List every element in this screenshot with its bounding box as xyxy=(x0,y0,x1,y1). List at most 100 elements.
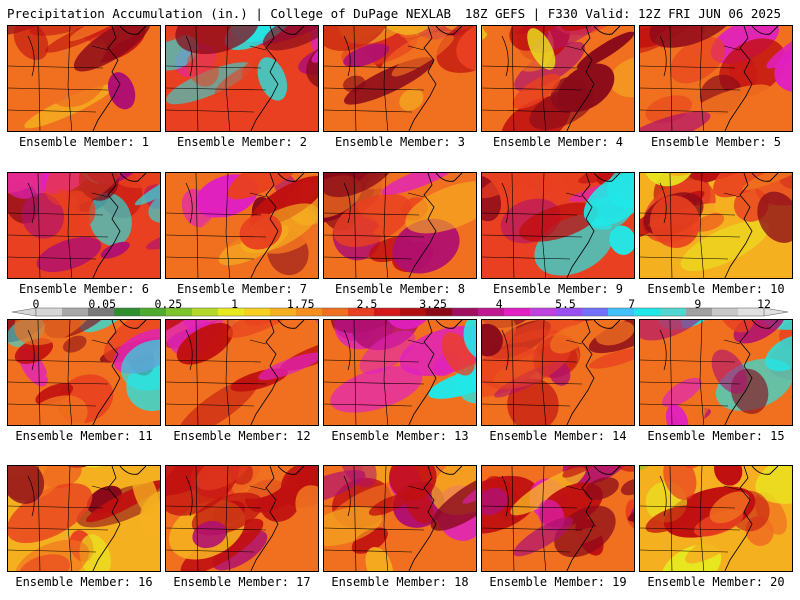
scale-swatch xyxy=(218,308,245,316)
member-map-panel xyxy=(7,465,161,572)
scale-tick-label: 4 xyxy=(495,297,503,311)
precip-map-image xyxy=(8,26,160,131)
scale-tick-label: 5.5 xyxy=(555,297,576,311)
member-label: Ensemble Member: 4 xyxy=(492,135,624,149)
scale-swatch xyxy=(88,308,115,316)
member-map-panel xyxy=(639,319,793,426)
precip-map-image xyxy=(324,466,476,571)
member-map-panel xyxy=(639,172,793,279)
scale-tick-label: 0.05 xyxy=(88,297,117,311)
scale-swatch xyxy=(296,308,323,316)
member-map-panel xyxy=(639,25,793,132)
member-map-panel xyxy=(639,465,793,572)
member-map-panel xyxy=(481,25,635,132)
scale-swatch xyxy=(634,308,661,316)
member-map-panel xyxy=(7,25,161,132)
precip-map-image xyxy=(324,26,476,131)
scale-swatch xyxy=(166,308,193,316)
member-label: Ensemble Member: 6 xyxy=(18,282,150,296)
precip-map-image xyxy=(482,173,634,278)
scale-swatch xyxy=(530,308,557,316)
scale-swatch xyxy=(582,308,609,316)
precip-map-image xyxy=(482,320,634,425)
scale-swatch xyxy=(738,308,765,316)
scale-swatch xyxy=(270,308,297,316)
scale-swatch xyxy=(348,308,375,316)
scale-swatch xyxy=(452,308,479,316)
scale-tick-label: 12 xyxy=(757,297,771,311)
precip-map-image xyxy=(166,173,318,278)
scale-tick-label: 7 xyxy=(628,297,636,311)
scale-swatch xyxy=(244,308,271,316)
scale-swatch xyxy=(322,308,349,316)
member-label: Ensemble Member: 18 xyxy=(331,575,469,589)
scale-tick-label: 3.25 xyxy=(419,297,447,311)
member-label: Ensemble Member: 5 xyxy=(650,135,782,149)
precip-map-image xyxy=(640,173,792,278)
scale-tick-label: 9 xyxy=(694,297,702,311)
member-map-panel xyxy=(7,172,161,279)
precip-map-image xyxy=(8,173,160,278)
precip-map-image xyxy=(482,466,634,571)
scale-swatch xyxy=(608,308,635,316)
scale-swatch xyxy=(660,308,687,316)
scale-swatch xyxy=(686,308,713,316)
scale-swatch xyxy=(400,308,427,316)
product-title: Precipitation Accumulation (in.) | Colle… xyxy=(7,6,452,21)
member-map-panel xyxy=(165,465,319,572)
member-label: Ensemble Member: 8 xyxy=(334,282,466,296)
precip-map-image xyxy=(8,466,160,571)
scale-swatch xyxy=(504,308,531,316)
member-label: Ensemble Member: 12 xyxy=(173,429,311,443)
precip-map-image xyxy=(324,320,476,425)
member-label: Ensemble Member: 2 xyxy=(176,135,308,149)
member-label: Ensemble Member: 19 xyxy=(489,575,627,589)
member-label: Ensemble Member: 20 xyxy=(647,575,785,589)
member-label: Ensemble Member: 17 xyxy=(173,575,311,589)
precip-map-image xyxy=(166,26,318,131)
scale-swatch xyxy=(140,308,167,316)
scale-swatch xyxy=(426,308,453,316)
scale-swatch xyxy=(62,308,89,316)
member-label: Ensemble Member: 3 xyxy=(334,135,466,149)
scale-swatch xyxy=(192,308,219,316)
member-map-panel xyxy=(165,25,319,132)
member-map-panel xyxy=(323,319,477,426)
member-map-panel xyxy=(323,25,477,132)
member-label: Ensemble Member: 13 xyxy=(331,429,469,443)
scale-swatch xyxy=(114,308,141,316)
member-label: Ensemble Member: 7 xyxy=(176,282,308,296)
header: Precipitation Accumulation (in.) | Colle… xyxy=(0,0,800,24)
member-map-panel xyxy=(481,465,635,572)
precip-map-image xyxy=(8,320,160,425)
member-label: Ensemble Member: 16 xyxy=(15,575,153,589)
color-scale-bar xyxy=(11,307,789,317)
scale-tick-label: 0 xyxy=(32,297,40,311)
scale-swatch xyxy=(712,308,739,316)
scale-tick-label: 1 xyxy=(231,297,238,311)
precip-map-image xyxy=(166,466,318,571)
member-map-panel xyxy=(323,172,477,279)
member-map-panel xyxy=(481,172,635,279)
member-label: Ensemble Member: 15 xyxy=(647,429,785,443)
precip-map-image xyxy=(324,173,476,278)
scale-tick-label: 0.25 xyxy=(154,297,183,311)
member-map-panel xyxy=(165,172,319,279)
member-map-panel xyxy=(165,319,319,426)
member-label: Ensemble Member: 11 xyxy=(15,429,153,443)
scale-swatch xyxy=(374,308,401,316)
member-map-panel xyxy=(7,319,161,426)
precip-map-image xyxy=(640,320,792,425)
member-map-panel xyxy=(481,319,635,426)
scale-tick-label: 1.75 xyxy=(286,297,315,311)
member-map-panel xyxy=(323,465,477,572)
scale-swatch xyxy=(556,308,583,316)
precip-map-image xyxy=(640,26,792,131)
scale-tick-label: 2.5 xyxy=(356,297,378,311)
member-label: Ensemble Member: 9 xyxy=(492,282,624,296)
precip-map-image xyxy=(640,466,792,571)
run-info: 18Z GEFS | F330 Valid: 12Z FRI JUN 06 20… xyxy=(464,6,781,21)
precip-map-image xyxy=(482,26,634,131)
member-label: Ensemble Member: 1 xyxy=(18,135,150,149)
member-label: Ensemble Member: 10 xyxy=(647,282,785,296)
